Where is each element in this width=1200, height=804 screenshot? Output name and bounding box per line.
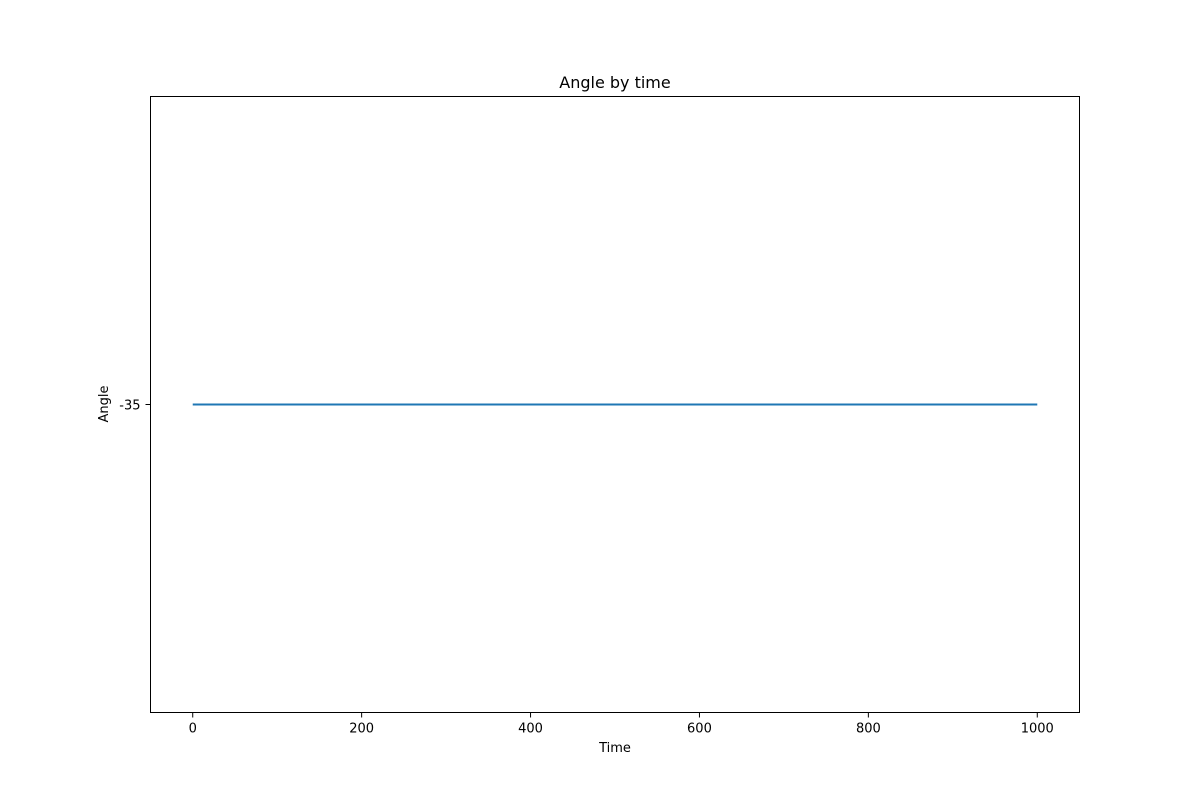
y-axis-ticks: -35	[119, 399, 151, 414]
x-axis-label: Time	[598, 741, 631, 756]
chart-title: Angle by time	[559, 73, 670, 92]
x-tick-label: 1000	[1021, 722, 1054, 737]
x-tick-label: 800	[856, 722, 881, 737]
x-tick-label: 200	[349, 722, 374, 737]
x-tick-label: 0	[189, 722, 197, 737]
x-tick-label: 400	[518, 722, 543, 737]
x-tick-label: 600	[687, 722, 712, 737]
y-tick-label: -35	[119, 399, 140, 414]
plot-frame	[150, 96, 1080, 713]
y-axis-label: Angle	[97, 386, 112, 423]
x-axis-ticks: 0 200 400 600 800 1000	[189, 712, 1054, 737]
